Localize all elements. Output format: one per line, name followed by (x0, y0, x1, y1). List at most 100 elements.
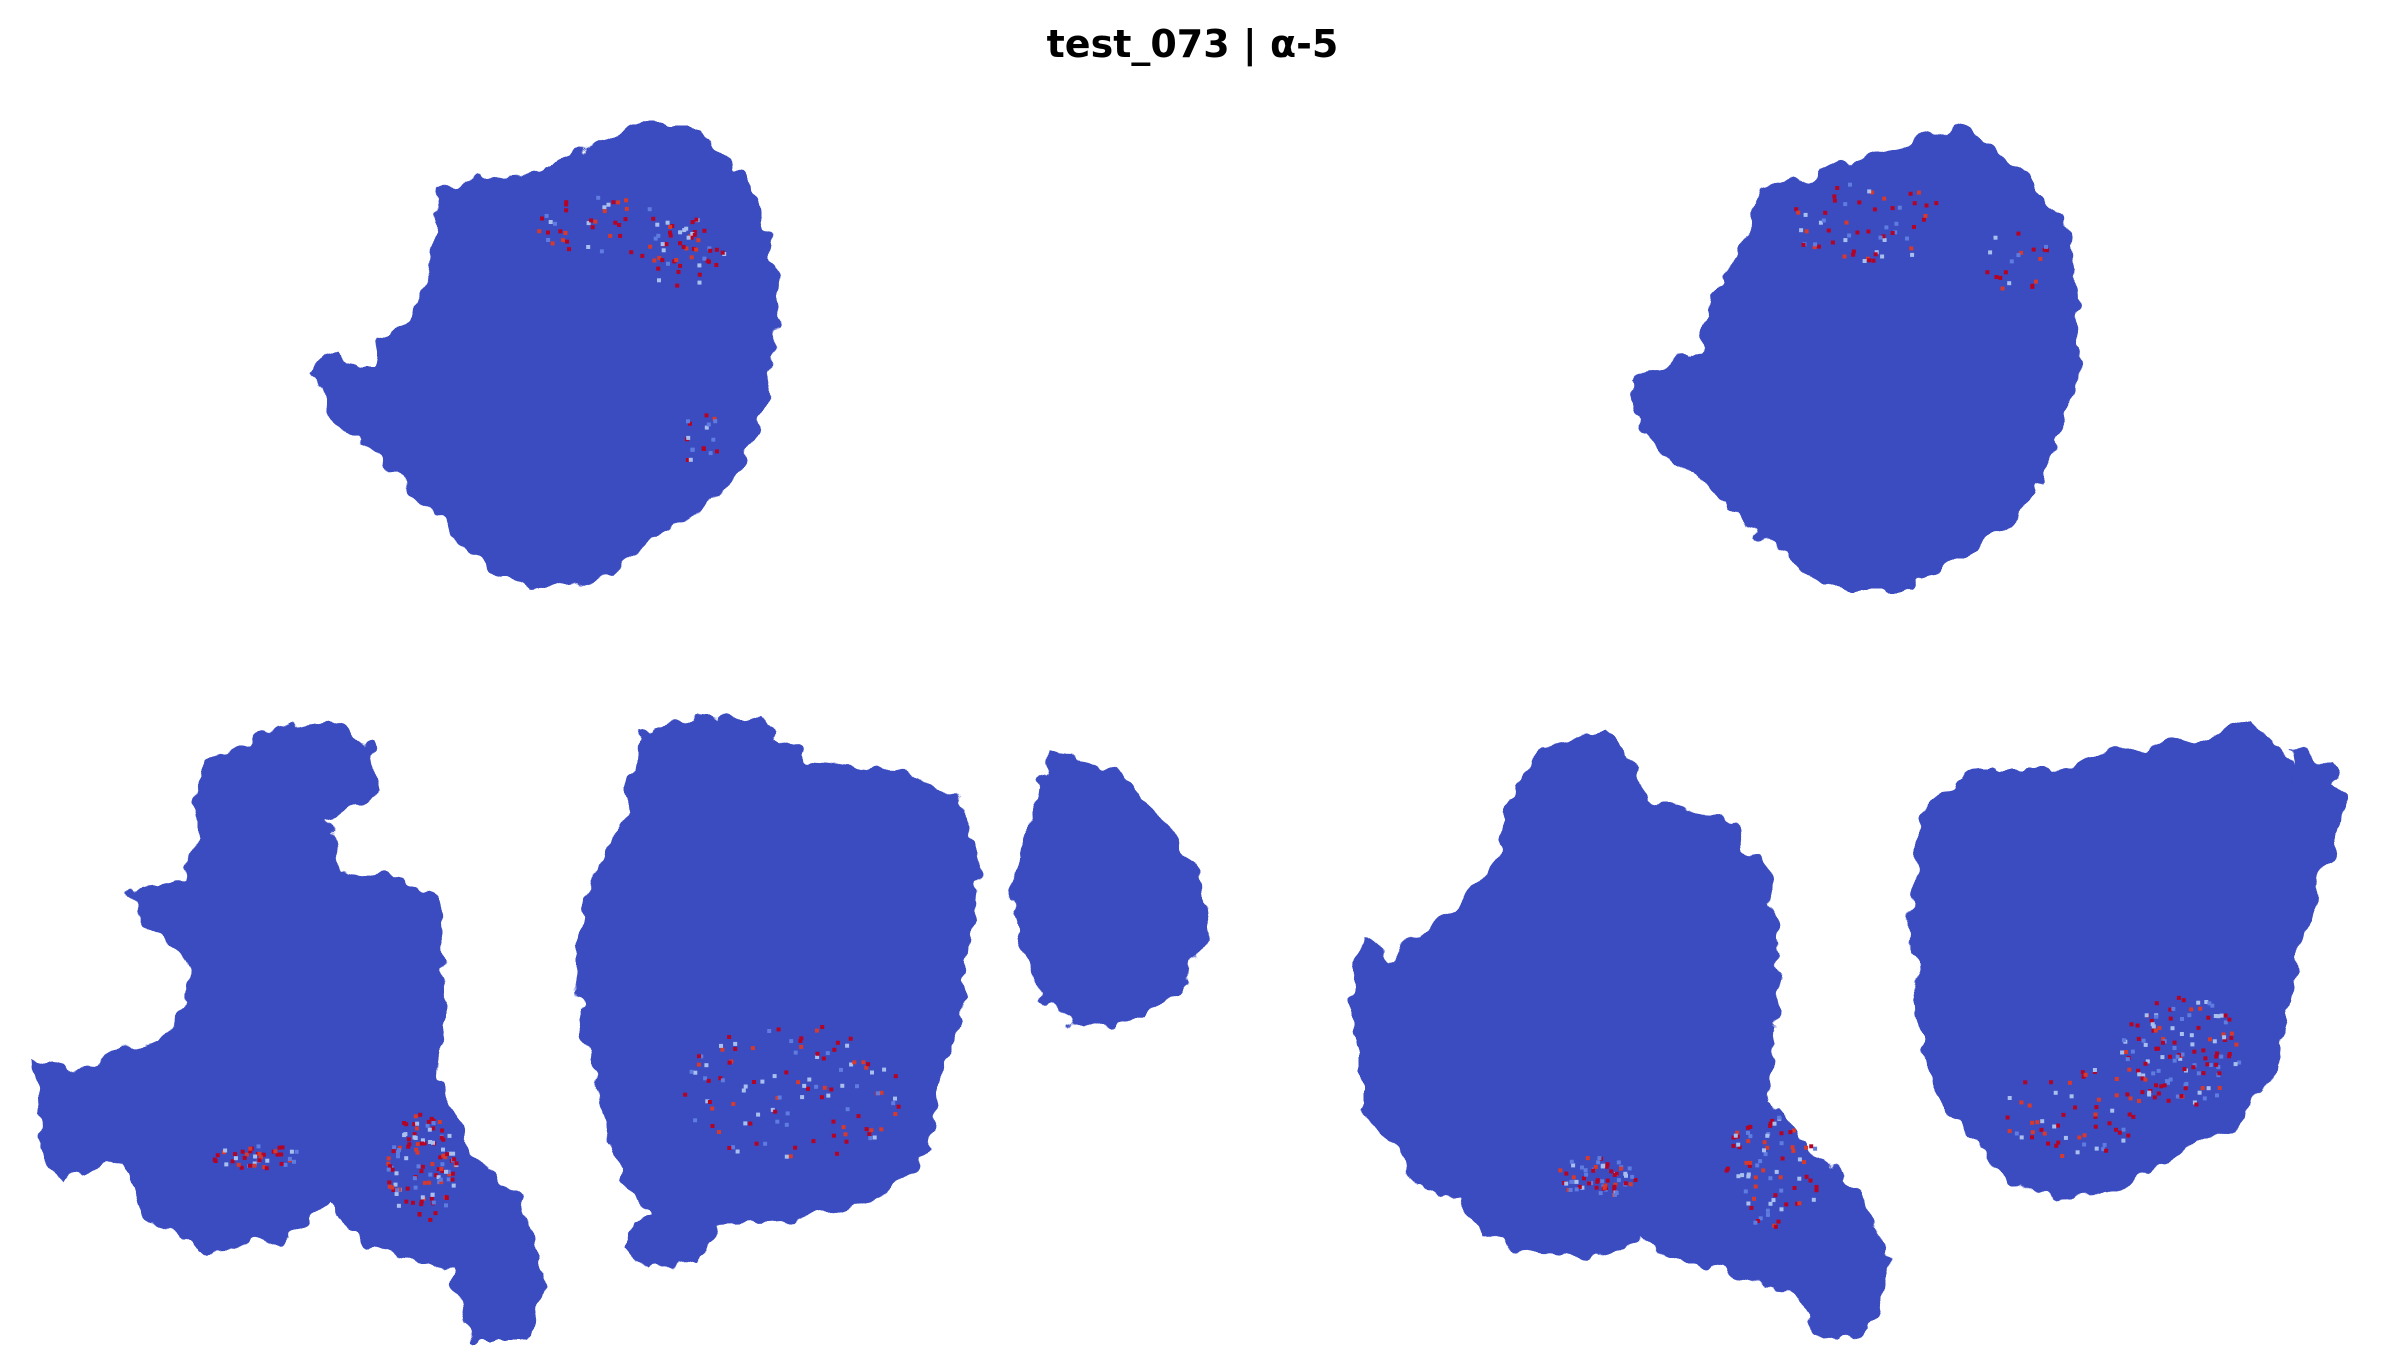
expression-spot (2053, 1090, 2058, 1095)
expression-spot (1753, 1184, 1758, 1189)
expression-spot (1777, 1115, 1782, 1120)
expression-spot (681, 244, 686, 249)
expression-spot (1923, 213, 1928, 218)
expression-spot (2143, 1061, 2148, 1066)
expression-spot (704, 425, 709, 430)
expression-spot (696, 1062, 701, 1067)
expression-spot (599, 249, 604, 254)
expression-spot (668, 230, 672, 235)
expression-spot (2210, 1003, 2215, 1008)
expression-spot (845, 1107, 850, 1112)
expression-spot (2056, 1123, 2060, 1128)
expression-spot (708, 248, 713, 253)
expression-spot (668, 225, 673, 229)
expression-spot (422, 1141, 427, 1146)
expression-spot (772, 1074, 777, 1079)
expression-spot (223, 1148, 228, 1153)
expression-spot (1768, 1121, 1773, 1126)
expression-spot (412, 1132, 417, 1137)
expression-spot (815, 1055, 820, 1059)
expression-spot (1724, 1168, 1729, 1173)
expression-spot (1605, 1162, 1610, 1167)
expression-spot (2075, 1150, 2080, 1155)
expression-spot (1746, 1201, 1751, 1206)
expression-spot (867, 1132, 872, 1136)
expression-spot (1985, 270, 1990, 275)
expression-spot (439, 1135, 444, 1140)
expression-spot (1774, 1169, 1779, 1174)
expression-spot (651, 216, 656, 221)
expression-spot (756, 1112, 761, 1117)
expression-spot (1784, 1202, 1789, 1207)
expression-spot (2093, 1114, 2098, 1119)
expression-spot (819, 1095, 824, 1100)
expression-spot (2233, 1062, 2238, 1067)
expression-spot (2203, 1056, 2208, 1061)
expression-spot (702, 256, 707, 261)
expression-spot (2219, 1013, 2224, 1018)
expression-spot (2166, 1098, 2171, 1103)
expression-spot (2161, 1040, 2165, 1045)
expression-spot (1609, 1169, 1614, 1174)
expression-spot (1778, 1175, 1783, 1180)
expression-spot (720, 1047, 725, 1052)
expression-spot (2042, 247, 2047, 252)
expression-spot (397, 1145, 402, 1150)
expression-spot (686, 435, 691, 440)
expression-spot (394, 1192, 399, 1196)
expression-spot (1596, 1160, 1601, 1165)
expression-spot (2094, 1146, 2099, 1151)
expression-spot (2223, 1013, 2228, 1018)
expression-spot (2207, 1037, 2212, 1042)
expression-spot (733, 1041, 738, 1046)
expression-spot (1988, 250, 1993, 255)
expression-spot (294, 1149, 299, 1154)
expression-spot (395, 1188, 400, 1193)
expression-spot (2016, 253, 2021, 258)
expression-spot (844, 1139, 849, 1144)
expression-spot (2124, 1050, 2128, 1054)
expression-spot (866, 1062, 871, 1067)
expression-spot (1747, 1163, 1752, 1168)
expression-spot (1633, 1178, 1638, 1182)
top-right-section (1625, 125, 2080, 590)
expression-spot (563, 231, 568, 235)
expression-spot (1804, 229, 1809, 234)
expression-spot (431, 1200, 436, 1205)
expression-spot (1597, 1156, 1602, 1161)
expression-spot (777, 1095, 782, 1100)
expression-spot (447, 1151, 452, 1156)
expression-spot (2156, 1046, 2161, 1051)
expression-spot (1835, 186, 1840, 190)
expression-spot (2227, 1054, 2232, 1059)
expression-spot (1614, 1191, 1619, 1195)
expression-spot (1779, 1141, 1784, 1146)
expression-spot (2171, 1006, 2176, 1011)
expression-spot (1779, 1207, 1784, 1212)
expression-spot (2033, 279, 2038, 284)
expression-spot (2007, 1096, 2012, 1100)
expression-spot (879, 1090, 884, 1095)
expression-spot (760, 1079, 765, 1084)
expression-spot (661, 248, 666, 253)
expression-spot (731, 1101, 736, 1106)
expression-spot (444, 1169, 448, 1174)
top-left-section (310, 125, 780, 590)
expression-spot (652, 258, 657, 263)
expression-spot (2149, 1018, 2154, 1023)
expression-spot (386, 1156, 391, 1161)
expression-spot (546, 230, 550, 235)
expression-spot (2179, 1094, 2184, 1098)
expression-spot (727, 1146, 732, 1150)
expression-spot (1816, 244, 1821, 249)
expression-spot (388, 1164, 392, 1169)
expression-spot (711, 437, 716, 442)
expression-spot (2104, 1148, 2109, 1153)
expression-spot (1797, 1201, 1802, 1206)
expression-spot (1934, 201, 1939, 206)
expression-spot (752, 1080, 756, 1084)
expression-spot (412, 1176, 417, 1181)
expression-spot (685, 458, 690, 462)
expression-spot (2202, 1096, 2207, 1101)
